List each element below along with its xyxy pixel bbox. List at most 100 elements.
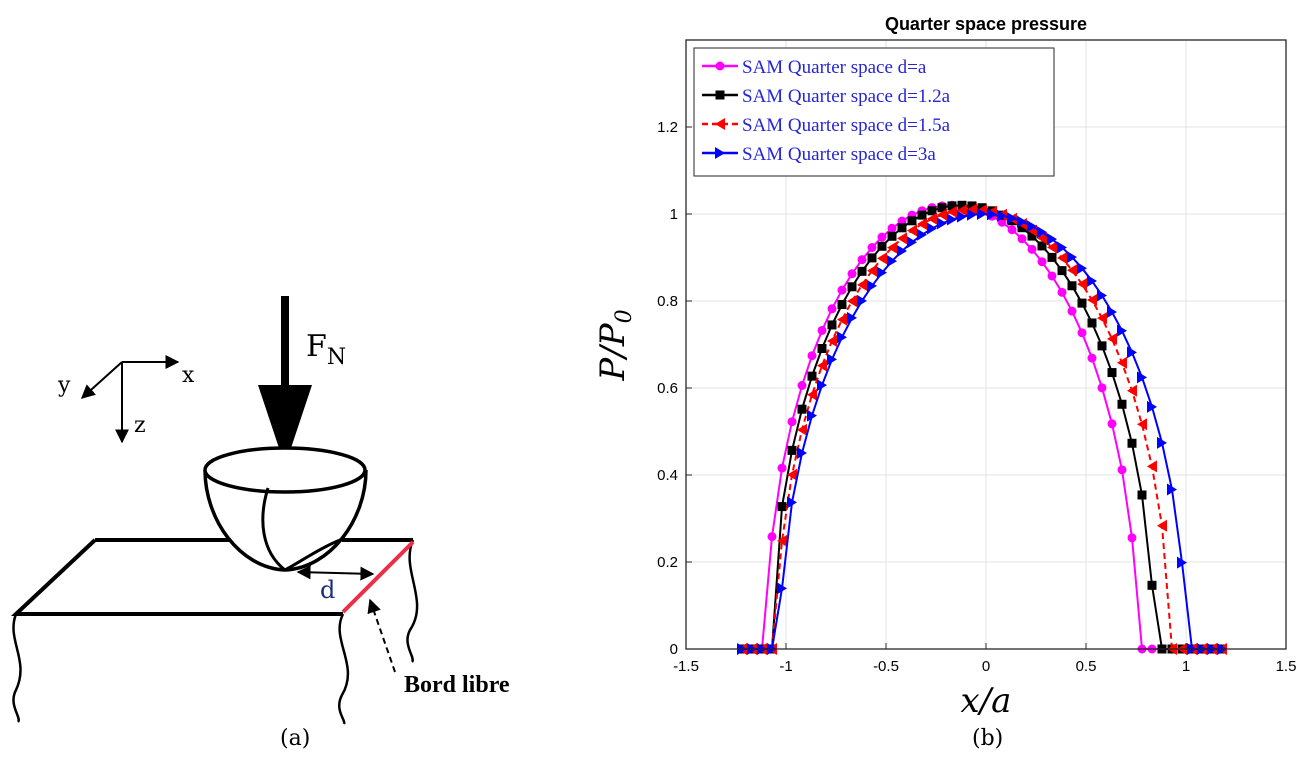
data-point	[1177, 556, 1187, 569]
y-tick-label: 0.8	[657, 293, 678, 310]
data-point	[907, 236, 917, 249]
data-point	[1167, 483, 1177, 496]
data-point	[1147, 400, 1157, 413]
data-point	[807, 388, 817, 401]
data-point	[1067, 281, 1077, 291]
legend-box	[693, 47, 1055, 177]
data-point	[817, 325, 827, 335]
data-point	[1117, 465, 1127, 475]
data-point	[797, 446, 807, 459]
data-point	[927, 222, 937, 235]
distance-marker: d	[296, 565, 375, 604]
data-point	[1117, 324, 1127, 337]
contact-schematic: x y z FN d Bord libre	[10, 296, 510, 725]
data-point	[1077, 262, 1087, 275]
data-point	[1017, 223, 1027, 233]
legend-entry: SAM Quarter space d=a	[742, 57, 927, 78]
data-point	[1037, 226, 1047, 239]
data-point	[1057, 287, 1067, 297]
data-point	[837, 313, 847, 326]
data-point	[867, 243, 877, 253]
data-point	[1097, 312, 1107, 325]
x-tick-label: 1.5	[1276, 658, 1297, 675]
data-point	[1027, 244, 1037, 254]
data-point	[1157, 519, 1167, 532]
data-point	[907, 224, 917, 237]
data-point	[1007, 212, 1017, 225]
data-point	[827, 304, 837, 314]
data-point	[857, 278, 867, 291]
chart-title: Quarter space pressure	[885, 14, 1087, 34]
data-point	[1037, 232, 1047, 245]
data-point	[1077, 328, 1087, 338]
data-point	[1047, 233, 1057, 246]
data-point	[877, 252, 887, 265]
data-point	[917, 218, 927, 231]
x-tick-label: -1.5	[673, 658, 699, 675]
axis-x-label: x	[182, 363, 195, 388]
data-point	[817, 344, 827, 354]
data-point	[957, 204, 967, 217]
data-point	[1017, 215, 1027, 228]
y-tick-label: 0.2	[657, 554, 678, 571]
data-point	[887, 231, 897, 241]
force-label: FN	[306, 329, 346, 370]
data-point	[897, 232, 907, 245]
data-point	[797, 423, 807, 436]
data-point	[1107, 305, 1117, 318]
spherical-indenter	[203, 446, 368, 572]
data-point	[927, 212, 937, 225]
data-point	[767, 532, 777, 542]
data-point	[857, 266, 867, 276]
data-point	[837, 300, 847, 310]
data-point	[907, 216, 917, 226]
data-point	[857, 255, 867, 265]
axis-y-label: y	[57, 373, 71, 398]
data-point	[1027, 220, 1037, 233]
legend: SAM Quarter space d=a SAM Quarter space d…	[693, 47, 1055, 177]
data-point	[897, 216, 907, 226]
free-edge-label: Bord libre	[404, 672, 510, 698]
data-point	[927, 206, 937, 216]
data-point	[867, 264, 877, 277]
data-point	[967, 201, 977, 211]
data-point	[937, 208, 947, 221]
data-point	[1057, 251, 1067, 264]
data-point	[1107, 368, 1117, 378]
data-point	[1087, 274, 1097, 287]
data-point	[1047, 252, 1057, 262]
data-point	[1097, 383, 1107, 393]
data-point	[847, 282, 857, 292]
data-point	[817, 359, 827, 372]
data-point	[957, 210, 967, 223]
data-point	[947, 201, 957, 211]
normal-force: FN	[258, 296, 346, 466]
data-point	[787, 417, 797, 427]
distance-label: d	[320, 576, 335, 604]
data-point	[1047, 241, 1057, 254]
data-point	[877, 266, 887, 279]
x-tick-label: -1	[779, 658, 792, 675]
y-axis-arrow	[80, 361, 123, 399]
data-point	[1067, 264, 1077, 277]
data-point	[797, 404, 807, 414]
y-tick-label: 0.4	[657, 467, 678, 484]
data-point	[1027, 231, 1037, 241]
x-axis-label: x/a	[961, 681, 1012, 721]
data-point	[967, 208, 977, 221]
data-point	[715, 147, 725, 159]
data-point	[1077, 298, 1087, 308]
data-point	[1137, 490, 1147, 500]
data-point	[807, 351, 817, 361]
data-point	[1077, 278, 1087, 291]
data-point	[1137, 418, 1147, 431]
data-point	[1147, 580, 1157, 590]
data-point	[1087, 294, 1097, 307]
y-axis-label: P/P0	[593, 309, 637, 381]
data-point	[787, 496, 797, 509]
data-point	[867, 279, 877, 292]
series-1	[737, 200, 1227, 654]
data-point	[877, 232, 887, 242]
data-point	[817, 379, 827, 392]
data-point	[887, 241, 897, 254]
